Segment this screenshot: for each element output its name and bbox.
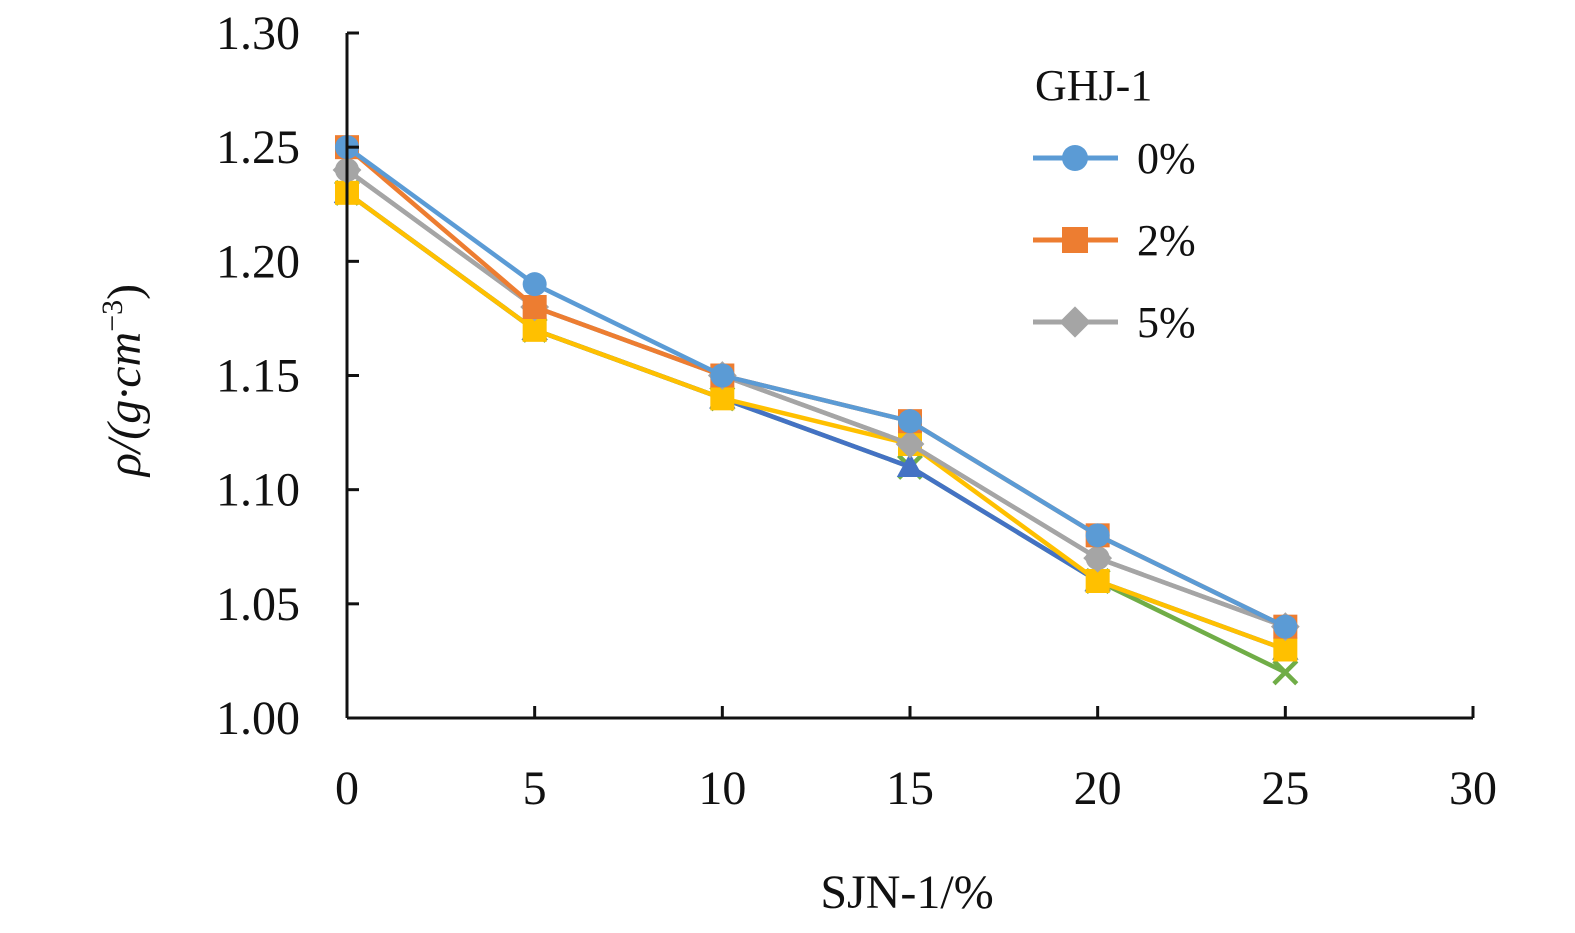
- data-point: [895, 429, 925, 459]
- y-tick-label: 1.25: [216, 121, 300, 174]
- y-tick-label: 1.30: [216, 7, 300, 60]
- data-point: [710, 363, 735, 388]
- legend-label: 0%: [1137, 134, 1196, 183]
- y-tick-label: 1.15: [216, 350, 300, 403]
- x-tick-label: 20: [1074, 762, 1122, 815]
- data-point: [1062, 227, 1088, 253]
- y-tick-label: 1.10: [216, 464, 300, 517]
- series-line: [345, 191, 1287, 652]
- axes-layer: [345, 33, 1473, 720]
- data-point: [898, 409, 922, 434]
- x-tick-label: 5: [523, 762, 547, 815]
- x-tick-label: 25: [1261, 762, 1309, 815]
- x-tick-label: 10: [698, 762, 746, 815]
- y-tick-label: 1.20: [216, 235, 300, 288]
- data-point: [522, 272, 547, 297]
- legend-label: 2%: [1137, 216, 1196, 265]
- data-point: [1273, 614, 1298, 639]
- data-point: [1273, 637, 1298, 662]
- data-point: [522, 317, 547, 342]
- y-tick-label: 1.00: [216, 692, 300, 745]
- legend-label: 5%: [1137, 298, 1196, 347]
- data-point: [1062, 145, 1088, 171]
- data-point: [1083, 543, 1113, 573]
- legend-item: 0%: [1033, 134, 1196, 183]
- x-tick-label: 15: [886, 762, 934, 815]
- y-axis-title-main: ρ/(g·cm: [98, 332, 151, 478]
- data-point: [522, 295, 547, 319]
- y-axis-title-close: ): [98, 284, 151, 300]
- data-point: [896, 453, 924, 478]
- x-tick-label: 30: [1449, 762, 1497, 815]
- legend-item: 5%: [1033, 298, 1196, 347]
- legend-item: 2%: [1033, 216, 1196, 265]
- y-axis-title: ρ/(g·cm−3): [96, 284, 151, 478]
- x-axis-title: SJN-1/%: [820, 866, 993, 919]
- y-tick-label: 1.05: [216, 578, 300, 631]
- data-point: [710, 386, 735, 411]
- legend: GHJ-1 0% 2% 5%: [1033, 61, 1196, 347]
- data-point: [1059, 306, 1091, 338]
- legend-title: GHJ-1: [1035, 61, 1152, 110]
- series: [335, 135, 1298, 639]
- y-axis-title-superscript: −3: [96, 300, 129, 332]
- data-point: [1085, 569, 1110, 593]
- series-line: [345, 145, 1287, 629]
- ticks-layer: 1.00 1.05 1.10 1.15 1.20 1.25 1.30 0 5 10 15 20 25 30: [216, 7, 1497, 815]
- series-line: [345, 168, 1287, 629]
- x-tick-label: 0: [335, 762, 359, 815]
- data-point: [1272, 659, 1299, 686]
- data-point: [1085, 523, 1110, 548]
